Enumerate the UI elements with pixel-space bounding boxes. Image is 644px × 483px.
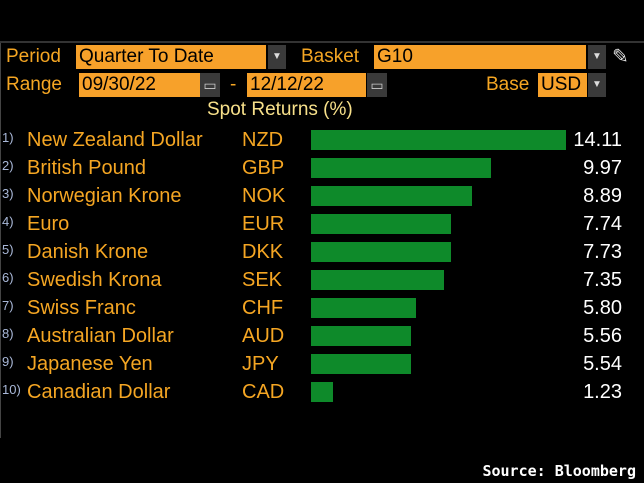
- table-row[interactable]: 4) Euro EUR 7.74: [0, 210, 644, 238]
- chart-title: Spot Returns (%): [207, 99, 353, 120]
- basket-dropdown-icon[interactable]: ▼: [588, 45, 606, 69]
- table-row[interactable]: 10) Canadian Dollar CAD 1.23: [0, 378, 644, 406]
- base-select[interactable]: USD: [538, 73, 587, 97]
- data-label: 9.97: [583, 157, 622, 179]
- row-rank: 4): [2, 214, 14, 229]
- bar-aud: [311, 326, 412, 346]
- row-rank: 10): [2, 382, 21, 397]
- currency-name: Japanese Yen: [27, 353, 153, 375]
- currency-code: CAD: [242, 381, 285, 403]
- row-rank: 3): [2, 186, 14, 201]
- table-row[interactable]: 8) Australian Dollar AUD 5.56: [0, 322, 644, 350]
- currency-name: Swedish Krona: [27, 269, 162, 291]
- bar-sek: [311, 270, 444, 290]
- currency-code: NZD: [242, 129, 284, 151]
- bar-nok: [311, 186, 472, 206]
- currency-code: DKK: [242, 241, 284, 263]
- data-label: 8.89: [583, 185, 622, 207]
- currency-name: Canadian Dollar: [27, 381, 171, 403]
- currency-name: Euro: [27, 213, 70, 235]
- currency-name: British Pound: [27, 157, 146, 179]
- calendar-icon[interactable]: ▭: [200, 73, 220, 97]
- period-label: Period: [6, 46, 61, 67]
- currency-name: Danish Krone: [27, 241, 149, 263]
- row-rank: 6): [2, 270, 14, 285]
- currency-code: JPY: [242, 353, 279, 375]
- currency-code: AUD: [242, 325, 285, 347]
- table-row[interactable]: 7) Swiss Franc CHF 5.80: [0, 294, 644, 322]
- data-label: 7.74: [583, 213, 622, 235]
- period-select[interactable]: Quarter To Date: [76, 45, 266, 69]
- top-divider: [0, 41, 644, 43]
- left-border: [0, 43, 1, 438]
- data-label: 14.11: [573, 129, 622, 151]
- bar-eur: [311, 214, 451, 234]
- table-row[interactable]: 2) British Pound GBP 9.97: [0, 154, 644, 182]
- data-label: 5.54: [583, 353, 622, 375]
- row-rank: 1): [2, 130, 14, 145]
- table-row[interactable]: 1) New Zealand Dollar NZD 14.11: [0, 126, 644, 154]
- currency-name: Swiss Franc: [27, 297, 136, 319]
- range-start-input[interactable]: 09/30/22: [79, 73, 200, 97]
- basket-select[interactable]: G10: [374, 45, 586, 69]
- data-label: 1.23: [583, 381, 622, 403]
- currency-code: EUR: [242, 213, 285, 235]
- pencil-icon[interactable]: ✎: [612, 46, 629, 68]
- currency-code: CHF: [242, 297, 284, 319]
- table-row[interactable]: 9) Japanese Yen JPY 5.54: [0, 350, 644, 378]
- range-label: Range: [6, 74, 62, 95]
- currency-name: Australian Dollar: [27, 325, 174, 347]
- row-rank: 8): [2, 326, 14, 341]
- row-rank: 5): [2, 242, 14, 257]
- data-label: 7.73: [583, 241, 622, 263]
- basket-label: Basket: [301, 46, 360, 67]
- row-rank: 7): [2, 298, 14, 313]
- table-row[interactable]: 6) Swedish Krona SEK 7.35: [0, 266, 644, 294]
- table-row[interactable]: 3) Norwegian Krone NOK 8.89: [0, 182, 644, 210]
- bar-dkk: [311, 242, 451, 262]
- data-label: 5.80: [583, 297, 622, 319]
- bar-cad: [311, 382, 334, 402]
- data-label: 5.56: [583, 325, 622, 347]
- currency-name: New Zealand Dollar: [27, 129, 203, 151]
- source-footer: Source: Bloomberg: [482, 462, 636, 480]
- bar-nzd: [311, 130, 566, 150]
- bar-chf: [311, 298, 416, 318]
- range-separator: -: [230, 74, 237, 95]
- base-label: Base: [486, 74, 530, 95]
- range-end-input[interactable]: 12/12/22: [247, 73, 366, 97]
- currency-name: Norwegian Krone: [27, 185, 182, 207]
- currency-code: SEK: [242, 269, 283, 291]
- base-dropdown-icon[interactable]: ▼: [588, 73, 606, 97]
- table-row[interactable]: 5) Danish Krone DKK 7.73: [0, 238, 644, 266]
- currency-code: GBP: [242, 157, 285, 179]
- row-rank: 2): [2, 158, 14, 173]
- bar-jpy: [311, 354, 412, 374]
- row-rank: 9): [2, 354, 14, 369]
- data-label: 7.35: [583, 269, 622, 291]
- calendar-icon[interactable]: ▭: [367, 73, 387, 97]
- period-dropdown-icon[interactable]: ▼: [268, 45, 286, 69]
- bar-gbp: [311, 158, 492, 178]
- currency-code: NOK: [242, 185, 286, 207]
